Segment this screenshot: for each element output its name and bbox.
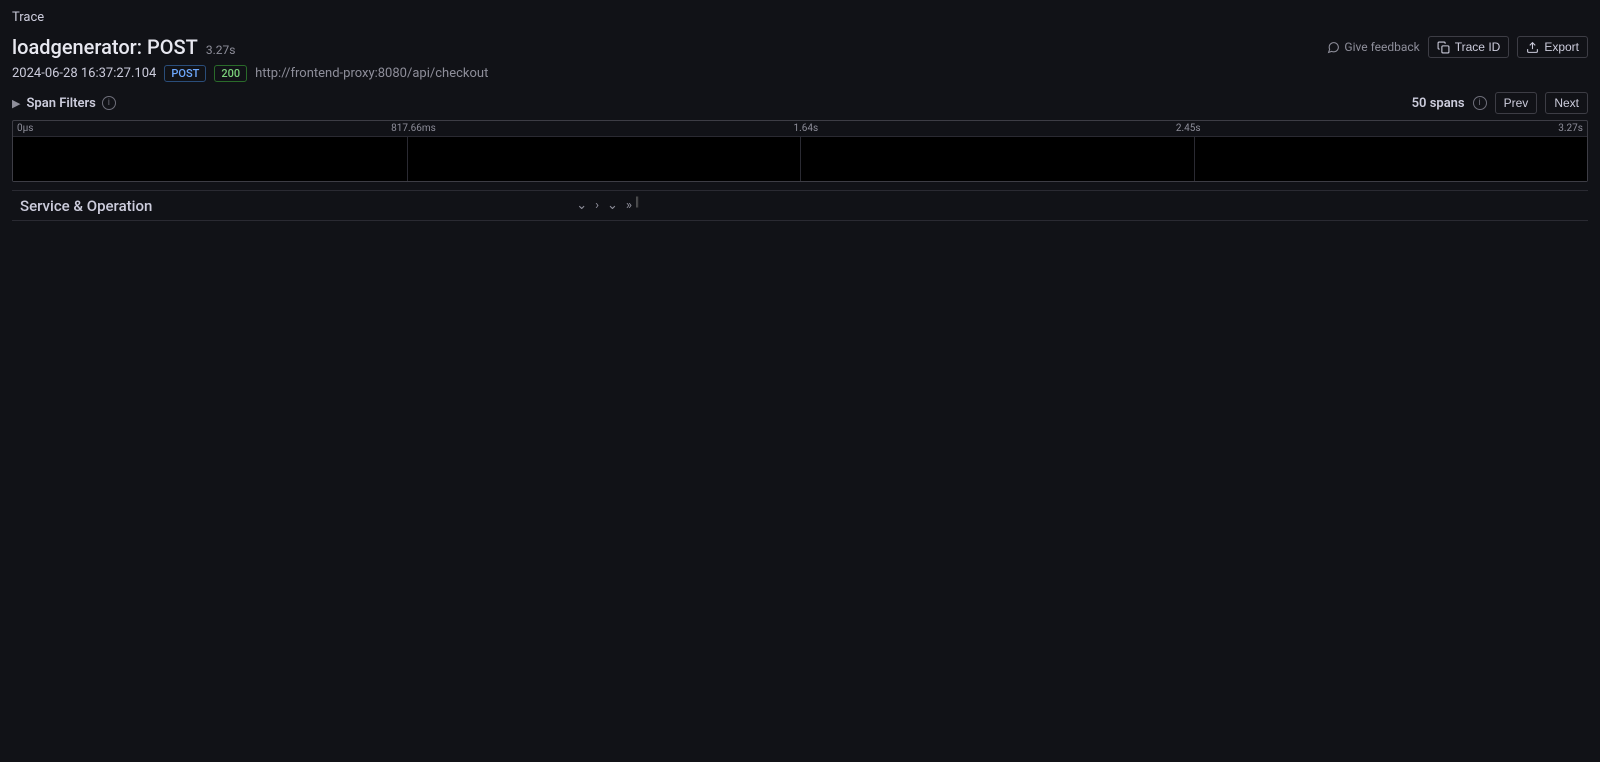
give-feedback-link[interactable]: Give feedback: [1327, 40, 1419, 54]
minimap-tick: 3.27s: [1558, 123, 1583, 134]
prev-button[interactable]: Prev: [1495, 92, 1538, 114]
request-url: http://frontend-proxy:8080/api/checkout: [255, 66, 488, 81]
minimap[interactable]: 0µs 817.66ms 1.64s 2.45s 3.27s: [12, 120, 1588, 182]
info-icon[interactable]: i: [102, 96, 116, 110]
span-count: 50 spans: [1412, 96, 1465, 111]
info-icon[interactable]: i: [1473, 96, 1487, 110]
breadcrumb: Trace: [12, 10, 1588, 25]
minimap-tick: 1.64s: [794, 123, 819, 134]
span-filters-label: Span Filters: [26, 96, 95, 111]
expand-all-icon[interactable]: »: [626, 198, 632, 213]
export-button[interactable]: Export: [1517, 36, 1588, 58]
page-title: loadgenerator: POST: [12, 35, 198, 59]
service-operation-header: Service & Operation: [20, 197, 152, 215]
span-filters-toggle[interactable]: ▶: [12, 97, 20, 110]
next-button[interactable]: Next: [1545, 92, 1588, 114]
export-icon: [1526, 41, 1539, 54]
title-duration: 3.27s: [206, 43, 236, 57]
minimap-tick: 0µs: [17, 123, 33, 134]
copy-icon: [1437, 41, 1450, 54]
comment-icon: [1327, 41, 1340, 54]
status-pill: 200: [214, 65, 247, 82]
timestamp: 2024-06-28 16:37:27.104: [12, 66, 156, 81]
minimap-tick: 817.66ms: [391, 123, 436, 134]
collapse-all-icon[interactable]: ⌄: [607, 198, 618, 213]
column-drag-handle[interactable]: ||: [635, 195, 637, 210]
collapse-one-icon[interactable]: ⌄: [576, 198, 587, 213]
minimap-tick: 2.45s: [1176, 123, 1201, 134]
expand-one-icon[interactable]: ›: [595, 198, 599, 213]
method-pill: POST: [164, 65, 206, 82]
trace-id-button[interactable]: Trace ID: [1428, 36, 1510, 58]
